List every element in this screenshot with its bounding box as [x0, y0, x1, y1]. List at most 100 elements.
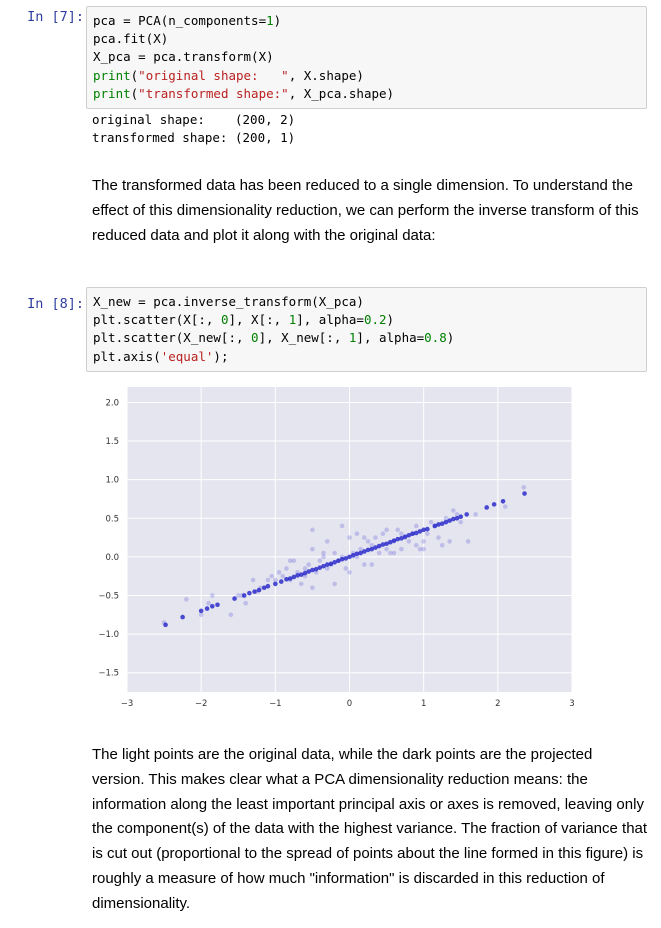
original-data-point	[284, 566, 289, 571]
original-data-point	[343, 566, 349, 571]
code-line: plt.axis('equal');	[93, 348, 640, 366]
code-token: pca = PCA(n_components=	[93, 13, 267, 28]
original-data-point	[291, 558, 297, 564]
projected-data-point	[328, 561, 334, 567]
projected-data-point	[163, 622, 168, 628]
projected-data-point	[380, 542, 386, 547]
projected-data-point	[447, 518, 452, 523]
original-data-point	[332, 550, 337, 556]
projected-data-point	[362, 549, 367, 554]
projected-data-point	[306, 569, 312, 574]
projected-data-point	[180, 614, 185, 620]
projected-data-point	[287, 576, 293, 581]
projected-data-point	[332, 559, 337, 565]
code-token: )	[273, 13, 282, 28]
code-token: "original shape: "	[138, 67, 289, 83]
projected-data-point	[522, 491, 527, 496]
scatter-plot: −3 −2 −1 0 1 2 3 2.0 1.5 1.0 0.5 0.0 −0.5 −1.0 −1.5	[98, 387, 575, 709]
code-token: , X.shape)	[288, 67, 364, 83]
original-data-point	[324, 539, 330, 544]
original-data-point	[406, 539, 412, 544]
x-tick-label: 2	[495, 699, 500, 709]
original-data-point	[362, 535, 367, 540]
projected-data-point	[491, 502, 497, 507]
code-token: plt.scatter(X_new[:,	[93, 330, 252, 346]
projected-data-point	[252, 589, 257, 594]
projected-data-point	[391, 538, 397, 543]
projected-data-point	[215, 602, 220, 608]
original-data-point	[387, 550, 393, 556]
code-line: print("original shape: ", X.shape)	[93, 67, 640, 85]
projected-data-point	[265, 583, 271, 589]
projected-data-point	[284, 576, 289, 582]
projected-data-point	[399, 536, 404, 541]
projected-data-point	[410, 531, 415, 537]
original-data-point	[302, 566, 308, 571]
code-token: , X_pca.shape)	[288, 85, 395, 101]
original-data-point	[421, 539, 426, 544]
cell-prompt-8: In [8]:	[27, 296, 84, 312]
original-data-point	[417, 546, 423, 552]
code-line: X_new = pca.inverse_transform(X_pca)	[93, 293, 640, 311]
original-data-point	[306, 562, 312, 567]
projected-data-point	[376, 543, 382, 549]
original-data-point	[280, 573, 286, 579]
original-data-point	[376, 550, 382, 556]
projected-data-point	[421, 527, 426, 533]
original-data-point	[298, 581, 304, 587]
projected-data-point	[317, 565, 323, 570]
original-data-point	[369, 542, 375, 548]
original-data-point	[413, 542, 419, 548]
original-data-point	[436, 535, 441, 540]
projected-data-point	[413, 530, 419, 536]
projected-data-point	[241, 593, 247, 598]
original-data-point	[310, 585, 315, 591]
code-cell-8[interactable]: X_new = pca.inverse_transform(X_pca) plt.…	[86, 287, 647, 372]
original-data-point	[339, 523, 345, 529]
code-line: print("transformed shape:", X_pca.shape)	[93, 85, 640, 103]
code-line: pca = PCA(n_components=1)	[93, 12, 640, 30]
code-token: 'equal'	[160, 348, 214, 364]
projected-data-point	[406, 532, 412, 538]
y-tick-label: 0.5	[105, 514, 119, 524]
original-data-point	[380, 531, 386, 537]
projected-data-point	[443, 519, 449, 525]
projected-data-point	[384, 541, 389, 547]
original-data-point	[413, 523, 419, 529]
markdown-paragraph-2: The light points are the original data, …	[92, 746, 648, 912]
projected-data-point	[347, 554, 352, 560]
projected-data-point	[336, 558, 341, 564]
code-token: (	[130, 67, 139, 83]
projected-data-point	[369, 546, 375, 552]
original-data-point	[365, 539, 371, 544]
code-token: 1	[266, 13, 274, 28]
projected-data-point	[302, 570, 308, 576]
output-area-7: original shape: (200, 2) transformed shap…	[92, 111, 652, 147]
original-data-point	[347, 535, 352, 540]
code-token: 1	[348, 330, 357, 346]
code-token: 1	[288, 312, 297, 328]
original-data-point	[310, 527, 315, 533]
code-token: X_pca = pca.transform(X)	[93, 49, 274, 65]
projected-data-point	[373, 545, 378, 550]
code-line: X_pca = pca.transform(X)	[93, 48, 640, 66]
code-token: ], alpha=	[296, 312, 364, 328]
original-data-point	[454, 512, 460, 517]
original-data-point	[332, 581, 337, 587]
original-data-point	[358, 546, 363, 552]
code-token: (	[130, 85, 139, 101]
projected-data-point	[310, 567, 315, 573]
projected-data-point	[417, 529, 423, 534]
projected-data-point	[439, 521, 445, 526]
original-data-point	[458, 519, 464, 525]
original-data-point	[265, 577, 271, 583]
code-token: 0	[251, 330, 259, 346]
original-data-point	[198, 612, 204, 618]
code-cell-7[interactable]: pca = PCA(n_components=1) pca.fit(X) X_pca…	[86, 6, 647, 109]
original-data-point	[443, 515, 449, 521]
original-data-point	[384, 527, 389, 533]
original-data-point	[321, 554, 326, 560]
y-tick-label: 2.0	[105, 398, 119, 408]
code-token: print	[93, 85, 131, 101]
code-token: plt.axis(	[93, 348, 161, 364]
